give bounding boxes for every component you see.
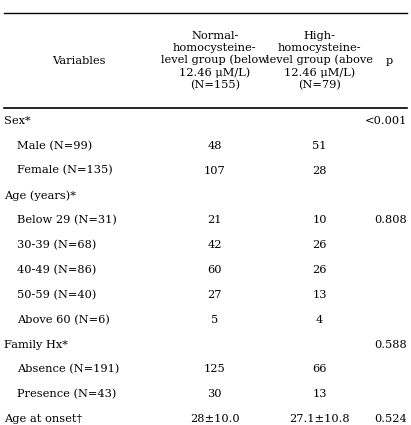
Text: 28: 28 (312, 165, 327, 176)
Text: 0.524: 0.524 (374, 414, 407, 424)
Text: 0.808: 0.808 (374, 215, 407, 225)
Text: 42: 42 (208, 240, 222, 250)
Text: Sex*: Sex* (4, 116, 31, 126)
Text: 4: 4 (316, 314, 323, 325)
Text: 48: 48 (208, 141, 222, 151)
Text: Presence (N=43): Presence (N=43) (17, 389, 117, 400)
Text: 27: 27 (208, 290, 222, 300)
Text: 27.1±10.8: 27.1±10.8 (289, 414, 350, 424)
Text: 10: 10 (312, 215, 327, 225)
Text: 28±10.0: 28±10.0 (190, 414, 240, 424)
Text: Below 29 (N=31): Below 29 (N=31) (17, 215, 117, 225)
Text: Absence (N=191): Absence (N=191) (17, 364, 120, 374)
Text: High-
homocysteine-
level group (above
12.46 μM/L)
(N=79): High- homocysteine- level group (above 1… (266, 31, 373, 91)
Text: 30-39 (N=68): 30-39 (N=68) (17, 240, 97, 250)
Text: 13: 13 (312, 290, 327, 300)
Text: Male (N=99): Male (N=99) (17, 141, 92, 151)
Text: 13: 13 (312, 389, 327, 400)
Text: 0.588: 0.588 (374, 340, 407, 350)
Text: 26: 26 (312, 265, 327, 275)
Text: Female (N=135): Female (N=135) (17, 165, 113, 176)
Text: 30: 30 (208, 389, 222, 400)
Text: 107: 107 (204, 165, 226, 176)
Text: 125: 125 (204, 364, 226, 374)
Text: Variables: Variables (52, 56, 106, 65)
Text: 5: 5 (211, 314, 218, 325)
Text: 66: 66 (312, 364, 327, 374)
Text: 40-49 (N=86): 40-49 (N=86) (17, 265, 97, 275)
Text: Age at onset†: Age at onset† (4, 414, 82, 424)
Text: p: p (386, 56, 393, 65)
Text: 21: 21 (208, 215, 222, 225)
Text: Family Hx*: Family Hx* (4, 340, 68, 350)
Text: <0.001: <0.001 (365, 116, 407, 126)
Text: 60: 60 (208, 265, 222, 275)
Text: Above 60 (N=6): Above 60 (N=6) (17, 314, 110, 325)
Text: Age (years)*: Age (years)* (4, 190, 76, 201)
Text: Normal-
homocysteine-
level group (below
12.46 μM/L)
(N=155): Normal- homocysteine- level group (below… (161, 31, 268, 91)
Text: 26: 26 (312, 240, 327, 250)
Text: 51: 51 (312, 141, 327, 151)
Text: 50-59 (N=40): 50-59 (N=40) (17, 290, 97, 300)
